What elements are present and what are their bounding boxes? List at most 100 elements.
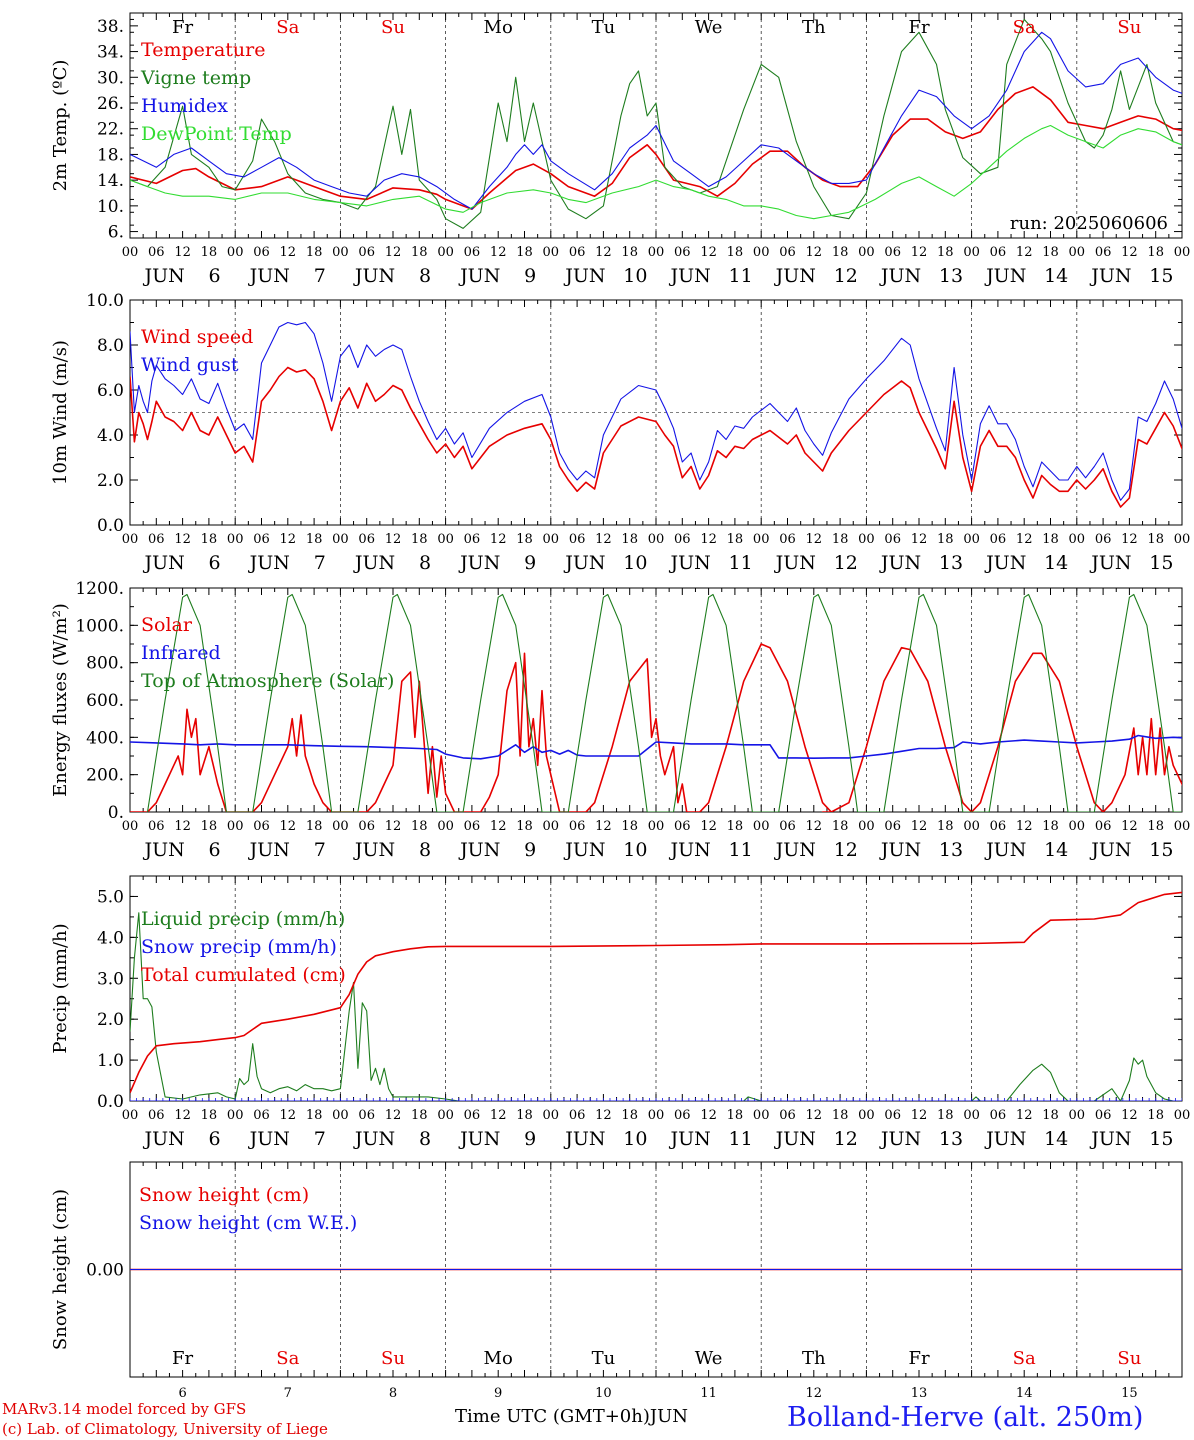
hour-tick-label: 12 xyxy=(385,819,402,834)
hour-tick-label: 00 xyxy=(227,1108,244,1123)
date-label: 13 xyxy=(939,265,963,287)
hour-tick-label: 18 xyxy=(832,819,849,834)
month-label: JUN xyxy=(458,552,500,574)
hour-tick-label: 00 xyxy=(753,1108,770,1123)
month-label: JUN xyxy=(984,552,1026,574)
hour-tick-label: 00 xyxy=(332,1108,349,1123)
hour-tick-label: 18 xyxy=(937,1108,954,1123)
hour-tick-label: 18 xyxy=(1147,245,1164,260)
y-tick-label: 6.0 xyxy=(97,381,124,401)
date-label: 6 xyxy=(209,839,221,861)
weekday-label: We xyxy=(695,17,723,38)
hour-tick-label: 12 xyxy=(700,245,717,260)
y-tick-label: 30. xyxy=(97,68,124,88)
hour-tick-label: 00 xyxy=(543,819,560,834)
hour-tick-label: 06 xyxy=(569,1108,586,1123)
weekday-label: Su xyxy=(1117,1348,1141,1369)
hour-tick-label: 06 xyxy=(253,819,270,834)
hour-tick-label: 06 xyxy=(464,1108,481,1123)
date-label: 9 xyxy=(524,1128,536,1150)
y-tick-label: 38. xyxy=(97,17,124,37)
weekday-label: We xyxy=(695,1348,723,1369)
hour-tick-label: 06 xyxy=(779,1108,796,1123)
hour-tick-label: 00 xyxy=(1174,1108,1191,1123)
hour-tick-label: 12 xyxy=(1016,1108,1033,1123)
date-label: 9 xyxy=(524,839,536,861)
legend-entry: Wind gust xyxy=(141,354,239,376)
series-group xyxy=(130,593,1182,812)
hour-tick-label: 18 xyxy=(727,1108,744,1123)
hour-tick-label: 12 xyxy=(806,245,823,260)
hour-tick-label: 00 xyxy=(122,532,139,547)
legend-entry: Liquid precip (mm/h) xyxy=(141,908,345,930)
hour-tick-label: 00 xyxy=(543,1108,560,1123)
hour-tick-label: 18 xyxy=(411,532,428,547)
weekday-label: Sa xyxy=(276,1348,299,1369)
month-label: JUN xyxy=(458,1128,500,1150)
hour-tick-label: 00 xyxy=(122,1108,139,1123)
hour-tick-label: 06 xyxy=(358,1108,375,1123)
date-label: 14 xyxy=(1044,552,1068,574)
hour-tick-label: 12 xyxy=(174,245,191,260)
series-group xyxy=(130,321,1182,508)
month-label: JUN xyxy=(668,839,710,861)
station-location: Bolland-Herve (alt. 250m) xyxy=(787,1402,1144,1433)
hour-tick-label: 12 xyxy=(595,532,612,547)
date-label: 15 xyxy=(1149,1128,1173,1150)
date-label: 11 xyxy=(729,265,753,287)
hour-tick-label: 06 xyxy=(148,1108,165,1123)
series-line-wind-gust xyxy=(130,321,1182,501)
hour-tick-label: 06 xyxy=(990,819,1007,834)
hour-tick-label: 00 xyxy=(543,532,560,547)
month-label: JUN xyxy=(563,1128,605,1150)
y-tick-label: 800. xyxy=(86,654,124,674)
hour-tick-label: 12 xyxy=(1121,1108,1138,1123)
hour-tick-label: 06 xyxy=(1095,1108,1112,1123)
month-label: JUN xyxy=(353,552,395,574)
hour-tick-label: 18 xyxy=(621,245,638,260)
weekday-label: Th xyxy=(802,1348,826,1369)
hour-tick-label: 18 xyxy=(306,245,323,260)
y-tick-label: 34. xyxy=(97,43,124,63)
date-label: 6 xyxy=(178,1386,186,1400)
x-axis-title: Time UTC (GMT+0h)JUN xyxy=(455,1406,688,1427)
date-label: 10 xyxy=(623,839,647,861)
hour-tick-label: 00 xyxy=(227,245,244,260)
hour-tick-label: 12 xyxy=(595,245,612,260)
y-tick-label: 10. xyxy=(97,197,124,217)
hour-tick-label: 18 xyxy=(621,532,638,547)
month-label: JUN xyxy=(879,1128,921,1150)
month-label: JUN xyxy=(248,1128,290,1150)
hour-tick-label: 00 xyxy=(648,819,665,834)
weekday-label: Fr xyxy=(172,1348,193,1369)
hour-tick-label: 06 xyxy=(884,245,901,260)
weekday-label: Fr xyxy=(908,1348,929,1369)
month-label: JUN xyxy=(142,1128,184,1150)
date-label: 11 xyxy=(729,1128,753,1150)
legend-entry: Top of Atmosphere (Solar) xyxy=(141,670,394,692)
hour-tick-label: 12 xyxy=(385,245,402,260)
y-axis-title: Precip (mm/h) xyxy=(50,923,71,1053)
month-label: JUN xyxy=(1089,1128,1131,1150)
date-label: 14 xyxy=(1044,265,1068,287)
date-label: 13 xyxy=(911,1386,928,1400)
hour-tick-label: 18 xyxy=(411,1108,428,1123)
hour-tick-label: 00 xyxy=(227,532,244,547)
hour-tick-label: 06 xyxy=(884,1108,901,1123)
hour-tick-label: 18 xyxy=(306,1108,323,1123)
date-label: 8 xyxy=(419,552,431,574)
hour-tick-label: 18 xyxy=(1042,245,1059,260)
hour-tick-label: 06 xyxy=(674,532,691,547)
month-label: JUN xyxy=(668,1128,710,1150)
meteogram-svg: 6. 10. 14. 18. 22. 26. 30. 34. 38. 2m Temp. (ºC) T… xyxy=(50,12,1191,1401)
hour-tick-label: 12 xyxy=(490,532,507,547)
panel-3: 0. 200. 400. 600. 800. 1000. 1200.Energy fluxe… xyxy=(50,579,1190,861)
y-tick-label: 1200. xyxy=(75,579,124,599)
hour-tick-label: 18 xyxy=(1147,1108,1164,1123)
weekday-label: Fr xyxy=(172,17,193,38)
hour-tick-label: 00 xyxy=(332,532,349,547)
weekday-label: Su xyxy=(1117,17,1141,38)
hour-tick-label: 18 xyxy=(621,1108,638,1123)
hour-tick-label: 00 xyxy=(963,819,980,834)
month-label: JUN xyxy=(668,552,710,574)
